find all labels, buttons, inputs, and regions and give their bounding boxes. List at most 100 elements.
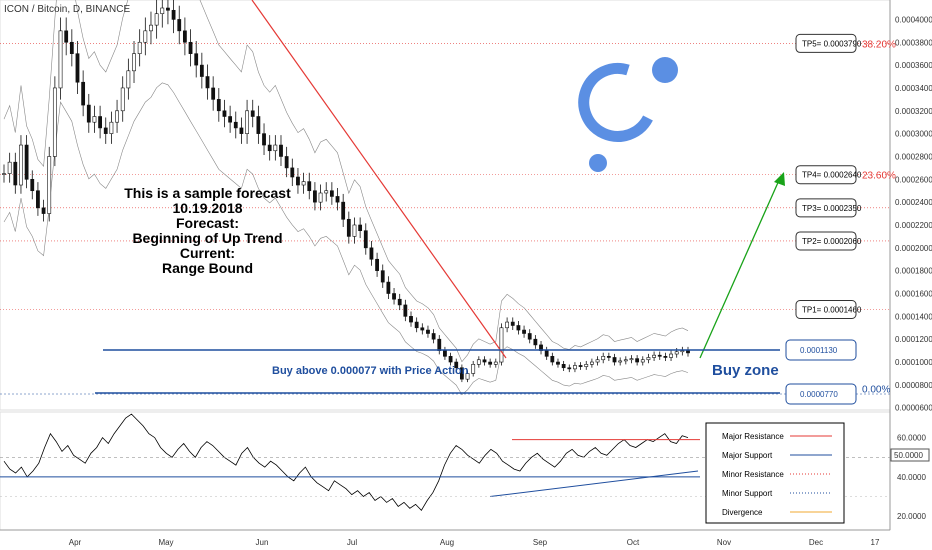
candle-body	[454, 361, 459, 369]
price-tick-label: 0.0001200	[895, 335, 932, 344]
time-tick-label: Dec	[809, 538, 823, 547]
price-panel	[0, 0, 891, 411]
price-tick-label: 0.0002200	[895, 221, 932, 230]
target-label: TP5= 0.0003790	[802, 39, 862, 48]
candle-body	[307, 181, 312, 192]
candle-body	[629, 358, 634, 361]
candle-body	[409, 316, 413, 323]
price-tick-label: 0.0000800	[895, 381, 932, 390]
candle-body	[81, 81, 86, 106]
candle-body	[618, 360, 623, 363]
candle-body	[30, 179, 35, 192]
candle-body	[92, 116, 97, 123]
candle-body	[149, 24, 153, 32]
candle-body	[392, 293, 396, 300]
candle-body	[556, 361, 560, 365]
candle-body	[222, 110, 227, 117]
time-tick-label: Oct	[627, 538, 640, 547]
candle-body	[505, 321, 510, 329]
downtrend-line	[251, 0, 507, 359]
candle-body	[397, 298, 402, 306]
candle-body	[437, 338, 442, 351]
legend: Major Resistance Major Support Minor Resis…	[705, 422, 845, 524]
fib-labels: 38.20% 23.60% 0.00%	[862, 39, 896, 395]
candle-body	[177, 19, 182, 32]
candle-body	[239, 127, 244, 134]
candle-body	[386, 281, 391, 294]
candle-body	[64, 30, 69, 43]
time-tick-label: May	[158, 538, 173, 547]
candle-body	[573, 365, 577, 370]
candle-body	[640, 359, 645, 363]
candle-body	[69, 41, 74, 54]
candle-body	[284, 156, 289, 169]
buy-lower-box	[785, 383, 857, 405]
candle-body	[652, 354, 656, 358]
candle-body	[86, 104, 91, 123]
candle-body	[256, 116, 261, 134]
price-tick-label: 0.0003600	[895, 61, 932, 70]
target-box	[795, 198, 857, 218]
buy-lower-value: 0.0000770	[800, 390, 838, 399]
candle-body	[137, 41, 142, 54]
fib-label: 38.20%	[862, 39, 896, 50]
candle-body	[414, 321, 419, 329]
fib-label: 0.00%	[862, 384, 890, 395]
legend-label: Divergence	[722, 508, 763, 517]
buy-zone-label: Buy zone	[712, 362, 779, 379]
price-tick-label: 0.0004000	[895, 15, 932, 24]
candle-body	[160, 7, 165, 15]
price-tick-label: 0.0001000	[895, 358, 932, 367]
candle-body	[686, 350, 690, 354]
rsi-axis-ticks: 60.0000 40.0000 20.0000	[897, 434, 926, 522]
candle-body	[375, 258, 379, 271]
candle-body	[216, 99, 221, 112]
price-tick-label: 0.0002400	[895, 198, 932, 207]
candle-body	[103, 127, 108, 134]
candle-body	[346, 218, 351, 237]
rsi-tick-label: 20.0000	[897, 512, 926, 521]
forecast-line-2: 10.19.2018	[172, 200, 243, 216]
candle-body	[601, 356, 606, 361]
time-tick-label: Aug	[440, 538, 454, 547]
candle-body	[7, 161, 12, 174]
rsi-line	[3, 413, 689, 511]
candle-body	[431, 333, 436, 340]
candle-body	[335, 196, 340, 203]
target-label: TP4= 0.0002640	[802, 171, 862, 180]
candle-body	[358, 224, 363, 231]
price-tick-label: 0.0001800	[895, 267, 932, 276]
target-box	[795, 33, 857, 53]
candle-body	[329, 190, 334, 197]
candle-body	[194, 53, 199, 66]
candle-body	[245, 110, 249, 134]
price-tick-label: 0.0003800	[895, 38, 932, 47]
target-box	[795, 165, 857, 185]
candle-body	[132, 53, 136, 72]
candle-body	[669, 353, 673, 358]
time-tick-label: Apr	[69, 538, 82, 547]
candle-body	[205, 76, 210, 89]
candle-body	[544, 350, 549, 357]
candle-body	[403, 304, 408, 317]
candle-body	[228, 116, 233, 123]
price-tick-label: 0.0001600	[895, 290, 932, 299]
candle-body	[211, 87, 216, 100]
candle-body	[510, 321, 515, 326]
buy-upper-value: 0.0001130	[800, 346, 838, 355]
candle-body	[448, 356, 453, 363]
target-box	[795, 300, 857, 319]
candle-body	[341, 201, 346, 220]
candle-body	[623, 359, 628, 362]
band-lower	[3, 82, 689, 396]
target-label: TP1= 0.0001460	[802, 306, 862, 315]
candle-body	[182, 30, 187, 43]
candle-body	[465, 373, 470, 380]
price-tick-label: 0.0003000	[895, 130, 932, 139]
forecast-line-6: Range Bound	[162, 260, 253, 276]
candle-body	[126, 70, 131, 89]
candle-body	[166, 7, 170, 11]
candle-body	[290, 167, 295, 178]
candle-body	[262, 133, 266, 146]
